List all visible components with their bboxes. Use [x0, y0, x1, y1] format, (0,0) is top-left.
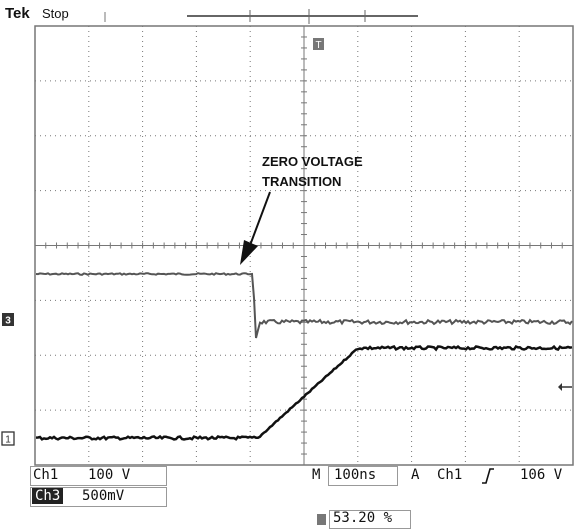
ch3-ground-marker: 3: [2, 313, 14, 327]
ch1-scale-value: 100 V: [88, 467, 131, 483]
horizontal-position-bar: [187, 9, 418, 24]
acquisition-status: Stop: [42, 6, 69, 21]
ch3-scale-value: 500mV: [82, 488, 125, 504]
ch1-scale-box: [30, 466, 167, 486]
ch1-label: Ch1: [33, 467, 59, 483]
trigger-mode: A: [411, 467, 420, 483]
rising-edge-icon: [481, 468, 495, 489]
ch3-scale-box: [30, 487, 167, 507]
trigger-level: 106 V: [520, 467, 563, 483]
annotation-label: ZERO VOLTAGE TRANSITION: [262, 152, 363, 192]
timebase-value: 100ns: [334, 467, 377, 483]
ch3-trace: [35, 272, 573, 339]
annotation-arrow-icon: [240, 191, 271, 265]
graticule-grid: [34, 25, 574, 466]
annotation-line-2: TRANSITION: [262, 174, 342, 189]
ch1-ground-marker: 1: [1, 431, 15, 446]
timebase-label: M: [312, 467, 321, 483]
svg-text:T: T: [315, 40, 321, 51]
svg-text:3: 3: [5, 316, 11, 327]
trigger-position-marker: T: [313, 38, 324, 51]
ch3-label: Ch3: [32, 488, 64, 504]
ch1-trace: [35, 344, 573, 441]
trigger-position-icon: [317, 514, 326, 525]
waveform-traces: [35, 272, 573, 441]
trigger-level-arrow-icon: [558, 383, 572, 391]
svg-text:1: 1: [5, 435, 11, 446]
timebase-box: [328, 466, 398, 486]
trigger-position-value: 53.20 %: [333, 510, 393, 526]
annotation-line-1: ZERO VOLTAGE: [262, 154, 363, 169]
brand-label: Tek: [5, 5, 30, 22]
trigger-source: Ch1: [437, 467, 463, 483]
